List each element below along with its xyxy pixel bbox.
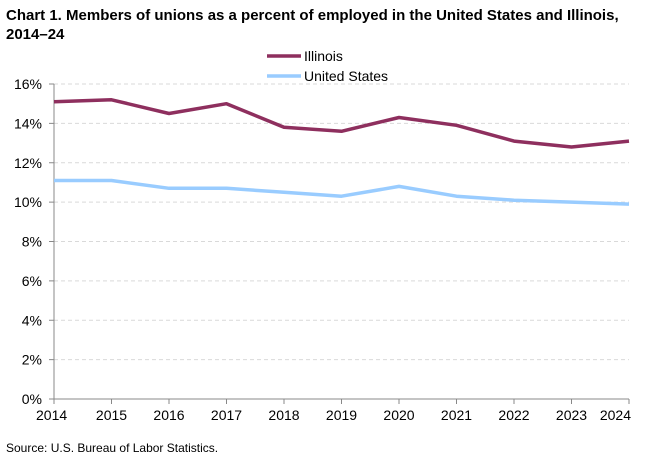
x-axis-tick-labels: 2014 2015 2016 2017 2018 2019 2020 2021 2022 2023… — [36, 407, 631, 423]
y-tick-label: 16% — [14, 76, 42, 92]
x-tick-label: 2018 — [268, 407, 299, 423]
x-tick-label: 2015 — [96, 407, 127, 423]
x-tick-label: 2021 — [441, 407, 472, 423]
x-tick-label: 2017 — [211, 407, 242, 423]
source-note: Source: U.S. Bureau of Labor Statistics. — [6, 441, 219, 455]
y-tick-label: 8% — [22, 234, 42, 250]
x-tick-label: 2014 — [36, 407, 67, 423]
y-tick-label: 10% — [14, 194, 42, 210]
axes — [49, 83, 630, 404]
x-tick-label: 2023 — [556, 407, 587, 423]
data-series — [53, 98, 630, 206]
chart-title: Chart 1. Members of unions as a percent … — [6, 7, 619, 43]
x-tick-label: 2020 — [383, 407, 414, 423]
legend-label: United States — [304, 68, 388, 84]
legend: Illinois United States — [267, 48, 388, 84]
gridlines — [54, 83, 629, 361]
series-line-illinois — [53, 98, 630, 149]
y-tick-label: 6% — [22, 273, 42, 289]
x-tick-label: 2016 — [153, 407, 184, 423]
y-axis-tick-labels: 0% 2% 4% 6% 8% 10% 12% 14% 16% — [14, 76, 42, 407]
y-tick-label: 2% — [22, 352, 42, 368]
x-tick-label: 2022 — [498, 407, 529, 423]
y-tick-label: 14% — [14, 115, 42, 131]
legend-label: Illinois — [304, 48, 343, 64]
y-tick-label: 12% — [14, 155, 42, 171]
series-line-united-states — [54, 178, 630, 206]
x-tick-label: 2024 — [600, 407, 631, 423]
x-tick-label: 2019 — [326, 407, 357, 423]
y-tick-label: 0% — [22, 391, 42, 407]
y-tick-label: 4% — [22, 312, 42, 328]
